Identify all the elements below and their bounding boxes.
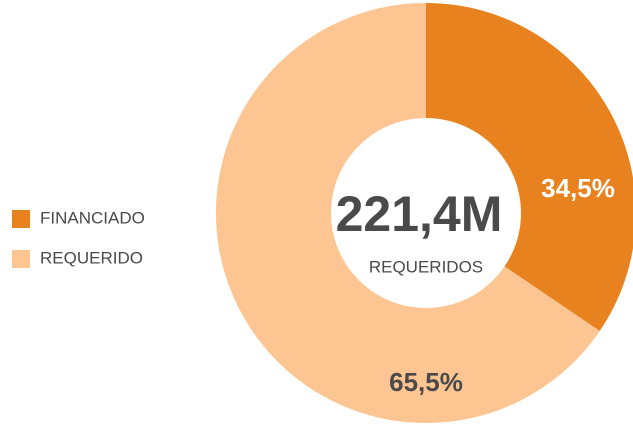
value-label: 65,5% [389,367,463,397]
center-label: REQUERIDOS [369,257,483,276]
value-label: 34,5% [541,173,615,203]
legend-label: FINANCIADO [40,208,145,227]
donut-hole [331,118,521,308]
center-value: 221,4M [336,186,503,242]
legend-label: REQUERIDO [40,248,143,267]
donut-slice [426,3,633,332]
legend-swatch [12,210,30,228]
legend-swatch [12,250,30,268]
